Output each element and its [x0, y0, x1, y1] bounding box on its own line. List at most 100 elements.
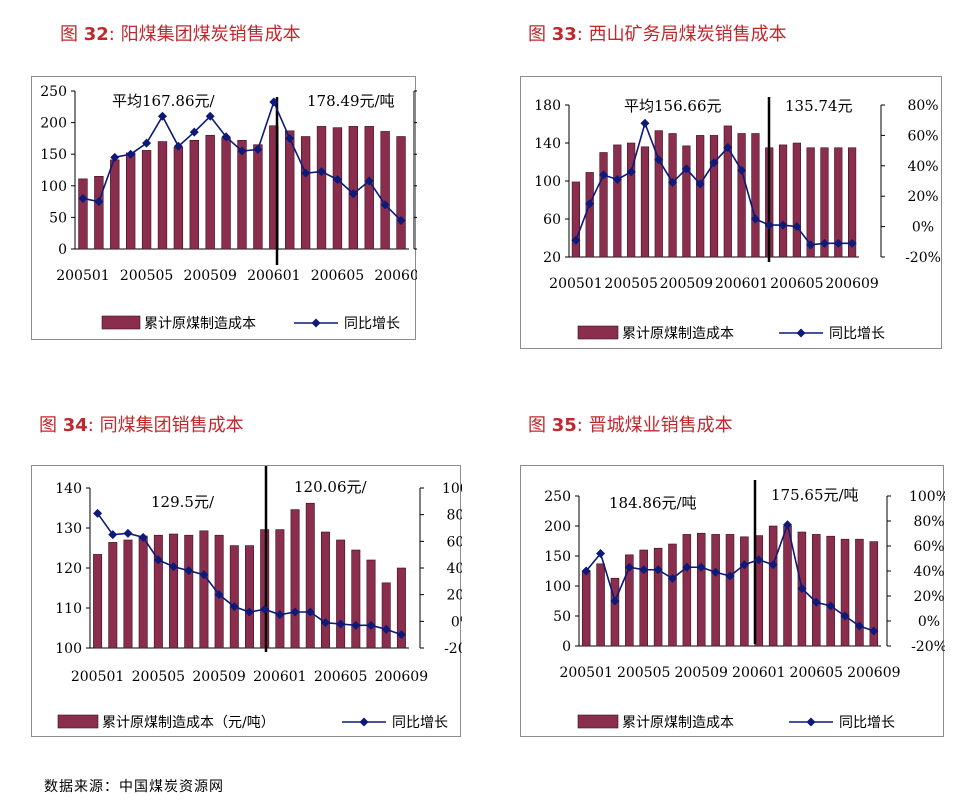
bar — [668, 133, 677, 258]
legend-line-label: 同比增长 — [839, 715, 895, 731]
y2-tick-label: 80% — [446, 508, 462, 524]
bar — [260, 529, 270, 649]
y2-tick-label: 80% — [907, 98, 938, 114]
growth-point — [269, 97, 279, 107]
bar — [682, 145, 691, 258]
y2-tick-label: 100% — [909, 489, 945, 505]
bar — [123, 539, 133, 649]
growth-point — [709, 158, 719, 168]
bar — [783, 525, 792, 647]
growth-point — [754, 555, 764, 565]
y2-tick-label: 0% — [912, 220, 934, 236]
bar — [351, 549, 361, 649]
y-tick-label: 20 — [543, 250, 561, 266]
growth-point — [237, 146, 247, 156]
bar — [78, 178, 88, 250]
bar — [366, 559, 376, 649]
bar — [396, 136, 406, 250]
x-tick-label: 200505 — [120, 268, 173, 284]
x-tick-label: 200505 — [604, 276, 657, 292]
legend-bar-swatch — [57, 714, 99, 729]
bar — [221, 137, 231, 250]
bar — [141, 150, 152, 250]
growth-point — [364, 176, 374, 186]
bar — [668, 543, 677, 647]
growth-point — [253, 144, 263, 154]
annotation-label: 平均167.86元/ — [112, 92, 215, 110]
y-tick-label: 0 — [58, 242, 67, 258]
figure-name: 阳煤集团煤炭销售成本 — [120, 24, 301, 45]
bar — [332, 127, 343, 250]
growth-point — [811, 597, 821, 607]
growth-point — [612, 174, 622, 184]
figure-number: 34 — [62, 415, 88, 436]
growth-point — [221, 132, 231, 142]
x-tick-label: 200501 — [71, 669, 124, 685]
bar — [125, 152, 136, 250]
chart-title-33: 图 33: 西山矿务局煤炭销售成本 — [528, 20, 787, 46]
growth-point — [599, 170, 609, 180]
y-tick-label: 150 — [544, 549, 571, 565]
bar — [320, 531, 330, 649]
figure-name: 同煤集团销售成本 — [99, 415, 244, 436]
legend-line-marker — [311, 318, 321, 328]
growth-point — [245, 607, 254, 617]
bar — [596, 563, 605, 647]
bar — [300, 136, 311, 250]
growth-point — [285, 133, 295, 143]
bar — [826, 535, 835, 647]
growth-point — [639, 565, 649, 575]
bar — [625, 554, 634, 647]
growth-point — [290, 607, 300, 617]
growth-point — [351, 620, 361, 630]
figure-name: 西山矿务局煤炭销售成本 — [588, 24, 787, 45]
figure-number: 33 — [551, 24, 577, 45]
legend-line-marker — [806, 717, 816, 727]
annotation-label: 135.74元 — [785, 97, 853, 115]
growth-point — [826, 601, 836, 611]
growth-point — [596, 549, 606, 558]
bar — [723, 125, 732, 258]
y2-tick-label: 60% — [913, 539, 944, 555]
legend-bar-label: 累计原煤制造成本（元/吨） — [102, 715, 275, 731]
x-tick-label: 200509 — [675, 665, 728, 681]
figure-colon: : — [108, 24, 115, 45]
bar — [654, 130, 663, 258]
bar — [640, 146, 650, 258]
bar — [725, 534, 735, 647]
bar — [806, 147, 815, 258]
y-tick-label: 150 — [40, 147, 67, 163]
figure-prefix: 图 — [528, 415, 546, 436]
annotation-label: 120.06元/ — [294, 478, 367, 496]
y2-tick-label: -20% — [911, 639, 945, 655]
growth-point — [668, 178, 678, 188]
bar — [381, 582, 391, 649]
y-tick-label: 110 — [55, 601, 82, 617]
bar — [237, 139, 247, 250]
bar — [153, 534, 163, 649]
legend-bar-swatch — [577, 714, 619, 729]
y2-tick-label: 40% — [907, 159, 938, 175]
growth-point — [571, 235, 581, 245]
legend-line-label: 同比增长 — [829, 326, 885, 342]
bar — [157, 141, 168, 250]
source-note: 数据来源：中国煤炭资源网 — [44, 779, 224, 795]
growth-point — [108, 530, 118, 540]
bar — [253, 144, 263, 250]
figure-prefix: 图 — [60, 24, 78, 45]
bar — [581, 570, 591, 647]
growth-point — [585, 199, 595, 209]
chart-title-32: 图 32: 阳煤集团煤炭销售成本 — [60, 20, 301, 46]
bar — [205, 134, 215, 250]
growth-point — [723, 143, 733, 153]
x-tick-label: 200509 — [183, 268, 236, 284]
chart-panel-32: 050100150200250-20%0%20%40%60%80%2005012… — [31, 76, 417, 340]
chart-panel-34: 100 110 120 130 140 -20% 0% 20% 40% 60% 80% 100% 200… — [31, 465, 462, 737]
growth-point — [396, 630, 406, 640]
chart-svg: 100 110 120 130 140 -20% 0% 20% 40% 60% 80% 100% 200… — [55, 466, 462, 731]
growth-point — [138, 532, 148, 542]
bar — [364, 126, 374, 250]
legend-bar-label: 累计原煤制造成本 — [622, 326, 734, 342]
bar — [316, 126, 327, 250]
